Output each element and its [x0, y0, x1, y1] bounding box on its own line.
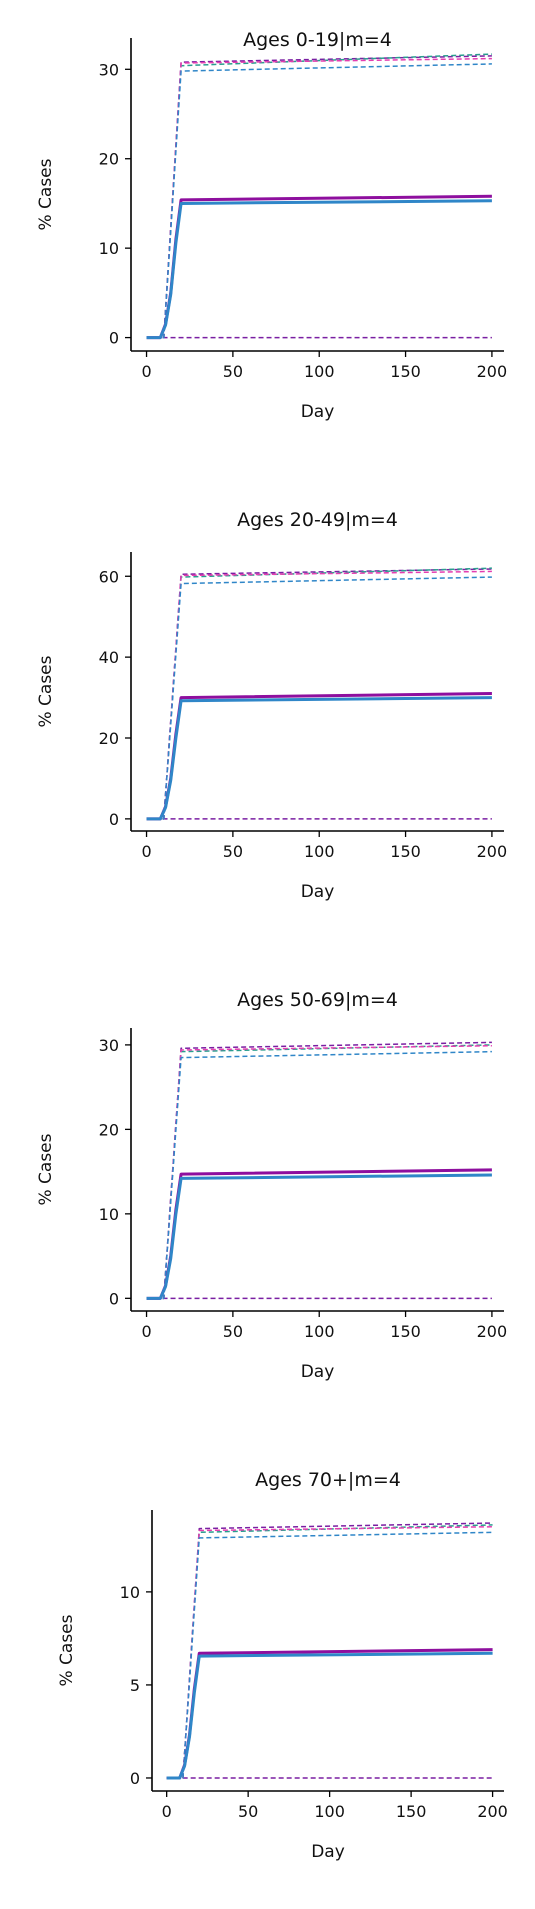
series-line-1 [146, 194, 492, 340]
y-tick-label: 10 [99, 239, 119, 258]
x-tick-label: 100 [314, 1802, 345, 1821]
y-axis-label: % Cases [57, 1614, 77, 1686]
x-axis-label: Day [301, 402, 335, 422]
y-tick-label: 30 [99, 1036, 119, 1055]
x-tick-label: 150 [390, 362, 421, 381]
series-line-1 [166, 1648, 493, 1780]
chart-title: Ages 50-69|m=4 [237, 989, 398, 1011]
y-tick-label: 20 [99, 1120, 119, 1139]
y-axis-label: % Cases [36, 158, 56, 230]
x-tick-label: 50 [223, 842, 243, 861]
chart-title: Ages 70+|m=4 [255, 1469, 401, 1491]
x-tick-label: 0 [141, 362, 151, 381]
x-tick-label: 200 [477, 1802, 508, 1821]
y-tick-label: 0 [109, 810, 119, 829]
x-axis-label: Day [301, 882, 335, 902]
x-tick-label: 0 [162, 1802, 172, 1821]
y-tick-label: 60 [99, 567, 119, 586]
x-axis-label: Day [301, 1362, 335, 1382]
x-axis-label: Day [311, 1842, 345, 1862]
x-tick-label: 150 [390, 1322, 421, 1341]
y-tick-label: 30 [99, 60, 119, 79]
series-line-2 [146, 1173, 492, 1300]
x-tick-label: 200 [477, 1322, 508, 1341]
x-tick-label: 150 [390, 842, 421, 861]
chart-panel-1: Ages 0-19|m=4 0 50 100 150 200 0 10 20 30 Day % Cas… [36, 29, 507, 422]
series-line-1 [146, 1168, 492, 1300]
x-tick-label: 0 [141, 1322, 151, 1341]
series-line-1 [146, 692, 492, 821]
y-tick-label: 0 [130, 1769, 140, 1788]
series-line-2 [166, 1651, 493, 1780]
series-line-2 [146, 199, 492, 340]
y-tick-label: 20 [99, 150, 119, 169]
y-axis-label: % Cases [36, 655, 56, 727]
x-tick-label: 100 [304, 362, 335, 381]
x-tick-label: 100 [304, 1322, 335, 1341]
y-tick-label: 5 [130, 1676, 140, 1695]
chart-panel-2: Ages 20-49|m=4 0 50 100 150 200 0 20 40 60 Day % Ca… [36, 509, 507, 902]
x-tick-label: 200 [477, 362, 508, 381]
x-tick-label: 200 [477, 842, 508, 861]
chart-panel-4: Ages 70+|m=4 0 50 100 150 200 0 5 10 Day % Cases [57, 1469, 508, 1862]
y-tick-label: 20 [99, 729, 119, 748]
y-tick-label: 10 [120, 1583, 140, 1602]
x-tick-label: 50 [223, 1322, 243, 1341]
chart-title: Ages 0-19|m=4 [243, 29, 392, 51]
y-tick-label: 0 [109, 1289, 119, 1308]
chart-title: Ages 20-49|m=4 [237, 509, 398, 531]
y-axis-label: % Cases [36, 1133, 56, 1205]
series-line-2 [146, 696, 492, 821]
y-tick-label: 10 [99, 1205, 119, 1224]
x-tick-label: 150 [396, 1802, 427, 1821]
x-tick-label: 100 [304, 842, 335, 861]
x-tick-label: 50 [223, 362, 243, 381]
x-tick-label: 0 [141, 842, 151, 861]
chart-panel-3: Ages 50-69|m=4 0 50 100 150 200 0 10 20 30 Day % Ca… [36, 989, 507, 1382]
x-tick-label: 50 [238, 1802, 258, 1821]
y-tick-label: 40 [99, 648, 119, 667]
y-tick-label: 0 [109, 329, 119, 348]
